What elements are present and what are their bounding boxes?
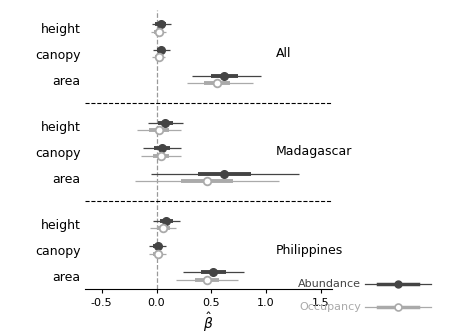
Text: All: All	[276, 47, 291, 60]
Text: Abundance: Abundance	[298, 279, 361, 289]
Text: Philippines: Philippines	[276, 244, 343, 257]
Text: Madagascar: Madagascar	[276, 145, 352, 158]
Text: Occupancy: Occupancy	[299, 302, 361, 312]
X-axis label: $\hat{\beta}$: $\hat{\beta}$	[203, 311, 214, 332]
